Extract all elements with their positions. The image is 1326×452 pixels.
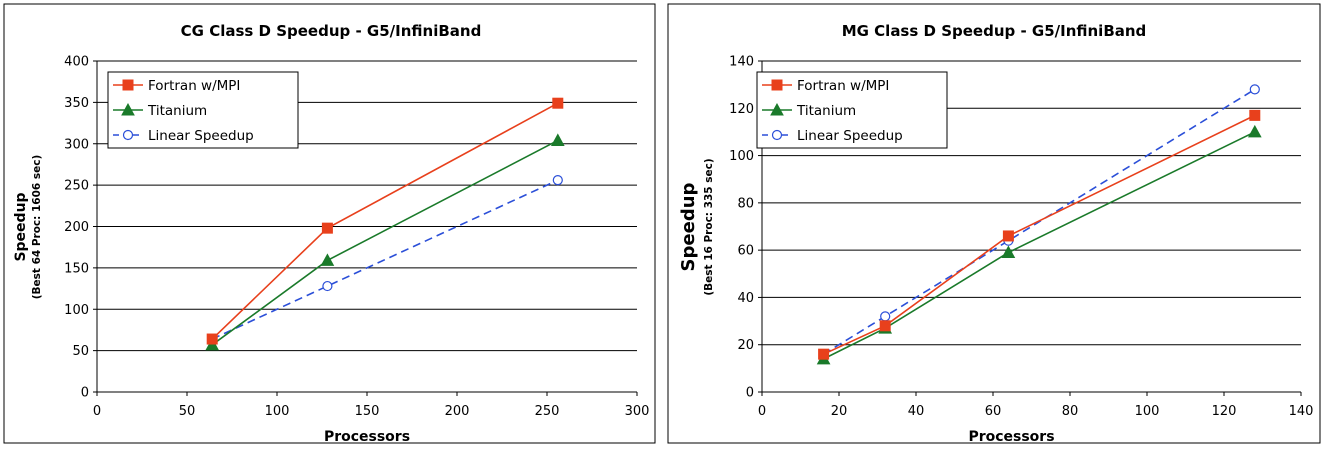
y-tick-label: 20	[737, 338, 754, 353]
legend-label: Titanium	[147, 103, 207, 119]
legend-label: Linear Speedup	[797, 128, 903, 144]
legend-label: Titanium	[796, 103, 856, 119]
marker-triangle	[121, 102, 135, 116]
y-axis-label: Speedup	[678, 182, 699, 271]
y-tick-label: 140	[729, 55, 754, 70]
y-axis-sublabel: (Best 64 Proc: 1606 sec)	[31, 155, 43, 300]
x-tick-label: 150	[355, 404, 380, 419]
legend: Fortran w/MPI Titanium Linear Speedup	[107, 71, 299, 149]
marker-triangle	[770, 102, 784, 116]
x-tick-label: 80	[1062, 404, 1079, 419]
legend-item: Titanium	[762, 102, 856, 119]
marker-square	[818, 348, 830, 360]
x-tick-label: 100	[1135, 404, 1160, 419]
marker-square	[321, 222, 333, 234]
series-line	[823, 131, 1256, 360]
x-tick-label: 20	[831, 404, 848, 419]
x-tick-label: 200	[445, 404, 470, 419]
y-tick-label: 40	[737, 291, 754, 306]
x-tick-label: 140	[1289, 404, 1314, 419]
y-tick-label: 350	[64, 96, 89, 111]
y-tick-label: 80	[737, 196, 754, 211]
y-tick-label: 120	[729, 102, 754, 117]
legend: Fortran w/MPI Titanium Linear Speedup	[756, 71, 948, 149]
x-tick-label: 300	[625, 404, 650, 419]
marker-circle	[322, 280, 333, 292]
y-tick-label: 300	[64, 137, 89, 152]
x-tick-label: 120	[1212, 404, 1237, 419]
y-tick-label: 200	[64, 220, 89, 235]
y-axis-sublabel: (Best 16 Proc: 335 sec)	[703, 158, 715, 295]
series-line	[823, 114, 1256, 355]
series-line	[211, 179, 559, 340]
marker-circle	[552, 175, 563, 186]
marker-square	[879, 320, 891, 332]
y-tick-label: 250	[64, 179, 89, 194]
x-axis-label: Processors	[968, 429, 1054, 445]
chart-1: 0 50 100 150 200 250 300 350 400 0 50 100 150 200 250 3…	[3, 3, 656, 445]
x-tick-label: 0	[758, 404, 766, 419]
y-axis-label: Speedup	[13, 192, 29, 261]
legend-item: Fortran w/MPI	[762, 78, 889, 94]
x-tick-label: 0	[93, 404, 101, 419]
marker-square	[206, 333, 218, 345]
series-fortran-w-mpi	[818, 109, 1261, 360]
y-tick-label: 50	[72, 344, 89, 359]
legend-item: Titanium	[113, 102, 207, 119]
x-tick-label: 100	[265, 404, 290, 419]
marker-triangle	[1001, 245, 1016, 259]
marker-circle	[122, 129, 134, 141]
marker-circle	[1249, 84, 1260, 95]
marker-square	[771, 79, 783, 91]
marker-square	[1002, 230, 1014, 242]
marker-circle	[771, 129, 783, 141]
chart-title: MG Class D Speedup - G5/InfiniBand	[842, 22, 1147, 40]
legend-item: Linear Speedup	[762, 128, 903, 144]
legend-item: Fortran w/MPI	[113, 78, 240, 94]
legend-label: Linear Speedup	[148, 128, 254, 144]
legend-label: Fortran w/MPI	[797, 78, 889, 94]
legend-label: Fortran w/MPI	[148, 78, 240, 94]
marker-square	[122, 79, 134, 91]
y-tick-label: 60	[737, 244, 754, 259]
chart-title: CG Class D Speedup - G5/InfiniBand	[181, 22, 482, 40]
y-tick-label: 0	[81, 386, 89, 401]
marker-triangle	[550, 133, 565, 146]
marker-square	[1249, 109, 1261, 121]
x-tick-label: 50	[179, 404, 196, 419]
marker-circle	[880, 311, 891, 322]
series-line	[823, 88, 1256, 355]
x-tick-label: 250	[535, 404, 560, 419]
marker-triangle	[1247, 124, 1262, 138]
chart-frame	[667, 3, 1321, 444]
chart-2: 0 20 40 60 80 100 120 140 0 20 40 60 80 100 120 140 MG C…	[667, 3, 1321, 445]
marker-triangle	[320, 253, 335, 266]
x-tick-label: 40	[908, 404, 925, 419]
marker-square	[552, 97, 564, 109]
y-tick-label: 0	[746, 386, 754, 401]
series-fortran-w-mpi	[206, 97, 564, 345]
y-tick-label: 100	[729, 149, 754, 164]
x-axis-label: Processors	[324, 429, 410, 445]
y-tick-label: 400	[64, 55, 89, 70]
x-tick-label: 60	[985, 404, 1002, 419]
legend-item: Linear Speedup	[113, 128, 254, 144]
y-tick-label: 150	[64, 261, 89, 276]
y-tick-label: 100	[64, 303, 89, 318]
